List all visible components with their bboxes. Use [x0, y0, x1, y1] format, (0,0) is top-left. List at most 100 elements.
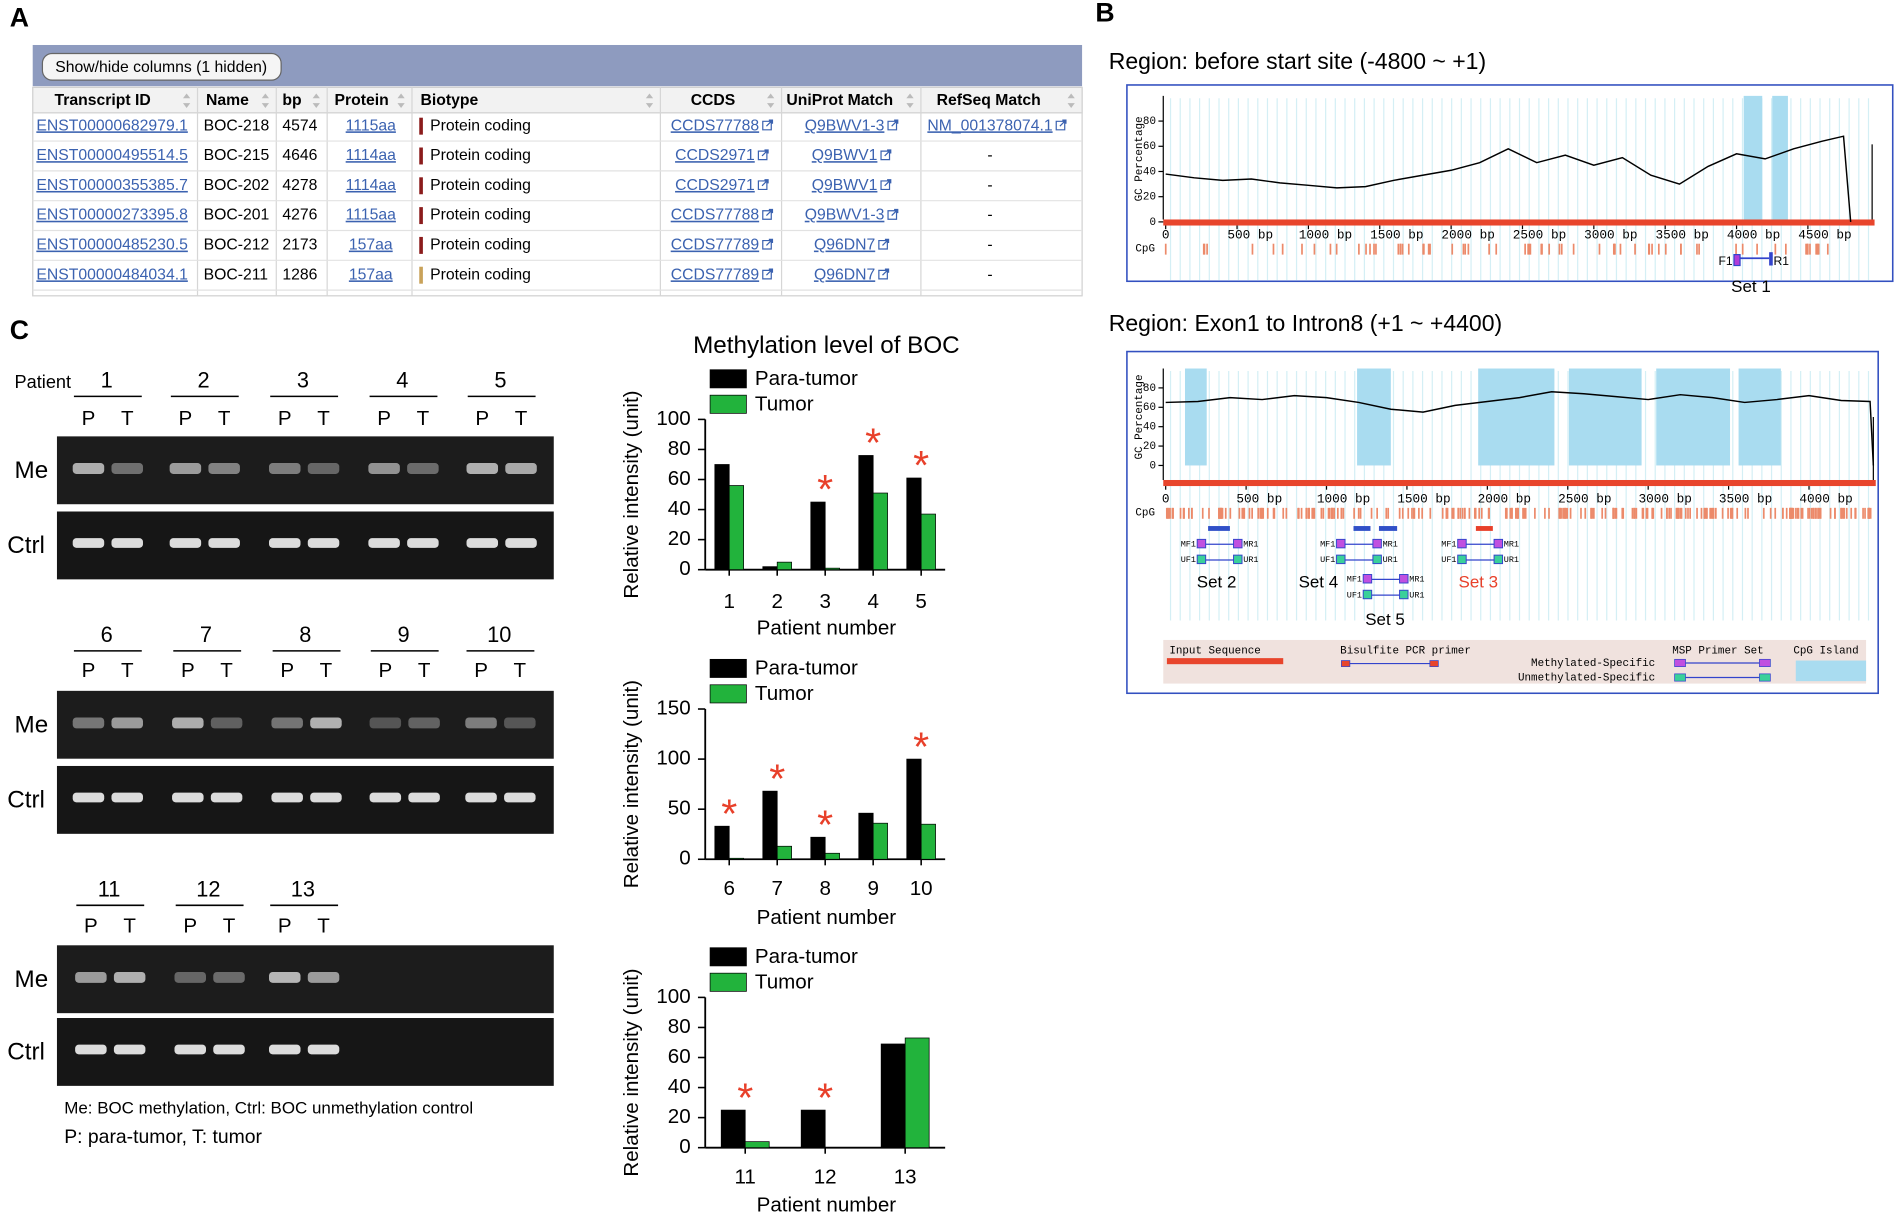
- transcript-name: BOC-218: [204, 117, 270, 134]
- patient-number: 7: [200, 622, 212, 647]
- x-tick-label: 3000 bp: [1584, 228, 1637, 243]
- gel-band: [208, 463, 240, 474]
- biotype-marker: [419, 147, 423, 165]
- lane-label: P: [181, 659, 195, 682]
- transcript-id[interactable]: ENST00000485230.5: [36, 237, 188, 254]
- column-header[interactable]: Transcript ID: [55, 92, 151, 109]
- external-link-icon: [757, 179, 769, 191]
- table-body: [32, 86, 1083, 297]
- lane-label: T: [218, 407, 231, 430]
- bar: [728, 857, 744, 860]
- column-header[interactable]: Biotype: [420, 92, 478, 109]
- msp-primer-box: [1493, 538, 1504, 549]
- msp-primer-label: UF1: [1320, 555, 1335, 565]
- significance-mark: *: [913, 723, 929, 769]
- gel-band: [72, 792, 105, 803]
- bar: [872, 492, 888, 571]
- gel-band: [368, 463, 400, 474]
- gel-band: [269, 971, 301, 983]
- legend-label: Tumor: [755, 970, 814, 993]
- ccds-link[interactable]: CCDS77788: [671, 117, 760, 134]
- bar: [762, 790, 778, 860]
- external-link-icon: [887, 119, 899, 131]
- ccds-link[interactable]: CCDS77789: [671, 237, 760, 254]
- transcript-id[interactable]: ENST00000273395.8: [36, 207, 188, 224]
- protein-length[interactable]: 1115aa: [346, 117, 396, 134]
- cpg-island: [1184, 368, 1207, 466]
- x-tick-label: 2: [771, 590, 782, 613]
- uniprot-link[interactable]: Q96DN7: [814, 237, 875, 254]
- column-header[interactable]: Protein: [334, 92, 388, 109]
- cpg-island: [1743, 95, 1763, 222]
- x-tick-label: 2500 bp: [1513, 228, 1566, 243]
- gel-band: [75, 971, 107, 983]
- bar: [728, 485, 744, 571]
- lane-label: P: [377, 407, 391, 430]
- msp-primer-label: MF1: [1320, 539, 1335, 549]
- significance-mark: *: [817, 466, 833, 512]
- gel-band: [113, 971, 146, 983]
- x-tick-label: 4000 bp: [1799, 492, 1852, 507]
- biotype: Protein coding: [430, 207, 531, 224]
- lane-label: T: [417, 407, 430, 430]
- gel-band: [172, 792, 204, 803]
- amplicon-bar: [1208, 526, 1230, 531]
- ccds-link[interactable]: CCDS77788: [671, 207, 760, 224]
- legend-text: Input Sequence: [1169, 646, 1260, 658]
- column-header[interactable]: Name: [206, 92, 249, 109]
- lane-label: P: [179, 407, 193, 430]
- gel-band: [504, 717, 536, 729]
- column-header[interactable]: UniProt Match: [786, 92, 893, 109]
- transcript-id[interactable]: ENST00000495514.5: [36, 147, 188, 164]
- ccds-link[interactable]: CCDS77789: [671, 266, 760, 283]
- uniprot-link[interactable]: Q9BWV1-3: [805, 207, 885, 224]
- gel-band: [269, 463, 301, 474]
- gel-row-label: Me: [15, 457, 49, 484]
- gel-row-label: Me: [15, 711, 49, 738]
- x-tick-label: 12: [814, 1165, 837, 1188]
- bar: [920, 823, 936, 860]
- transcript-id[interactable]: ENST00000682979.1: [36, 117, 188, 134]
- protein-length[interactable]: 1115aa: [346, 207, 396, 224]
- protein-length[interactable]: 157aa: [349, 266, 393, 283]
- x-tick-label: 3500 bp: [1655, 228, 1708, 243]
- ccds-link[interactable]: CCDS2971: [675, 147, 755, 164]
- column-header[interactable]: CCDS: [691, 92, 736, 109]
- uniprot-link[interactable]: Q96DN7: [814, 266, 875, 283]
- transcript-length: 4646: [282, 147, 317, 164]
- transcript-id[interactable]: ENST00000355385.7: [36, 177, 188, 194]
- amplicon-bar: [1353, 526, 1371, 531]
- x-axis-title: Patient number: [757, 1193, 897, 1216]
- bar: [824, 852, 840, 860]
- protein-length[interactable]: 1114aa: [346, 177, 396, 194]
- biotype-marker: [419, 117, 423, 135]
- x-tick-label: 0: [1162, 228, 1170, 243]
- legend-swatch: [1795, 660, 1867, 682]
- y-tick-label: 60: [668, 467, 691, 490]
- ccds-link[interactable]: CCDS2971: [675, 177, 755, 194]
- significance-mark: *: [817, 801, 833, 847]
- transcript-id[interactable]: ENST00000484034.1: [36, 266, 188, 283]
- uniprot-link[interactable]: Q9BWV1: [812, 177, 878, 194]
- column-toggle-button[interactable]: [41, 52, 282, 81]
- gel-band: [111, 463, 143, 474]
- column-header[interactable]: bp: [282, 92, 301, 109]
- uniprot-link[interactable]: Q9BWV1-3: [805, 117, 885, 134]
- gel-band: [504, 792, 536, 803]
- gel-band: [75, 1044, 107, 1055]
- protein-length[interactable]: 1114aa: [346, 147, 396, 164]
- gel-band: [174, 971, 206, 983]
- patient-number: 8: [299, 622, 311, 647]
- uniprot-link[interactable]: Q9BWV1: [812, 147, 878, 164]
- lane-label: T: [220, 659, 233, 682]
- column-header[interactable]: RefSeq Match: [937, 92, 1041, 109]
- external-link-icon: [762, 268, 774, 280]
- protein-length[interactable]: 157aa: [349, 237, 393, 254]
- gel-row-label: Me: [15, 966, 49, 993]
- msp-primer-box: [1493, 554, 1504, 565]
- x-tick-label: 1000 bp: [1317, 492, 1370, 507]
- msp-primer-box: [1362, 574, 1373, 584]
- lane-label: T: [320, 659, 333, 682]
- external-link-icon: [880, 179, 892, 191]
- refseq-link[interactable]: NM_001378074.1: [927, 117, 1052, 134]
